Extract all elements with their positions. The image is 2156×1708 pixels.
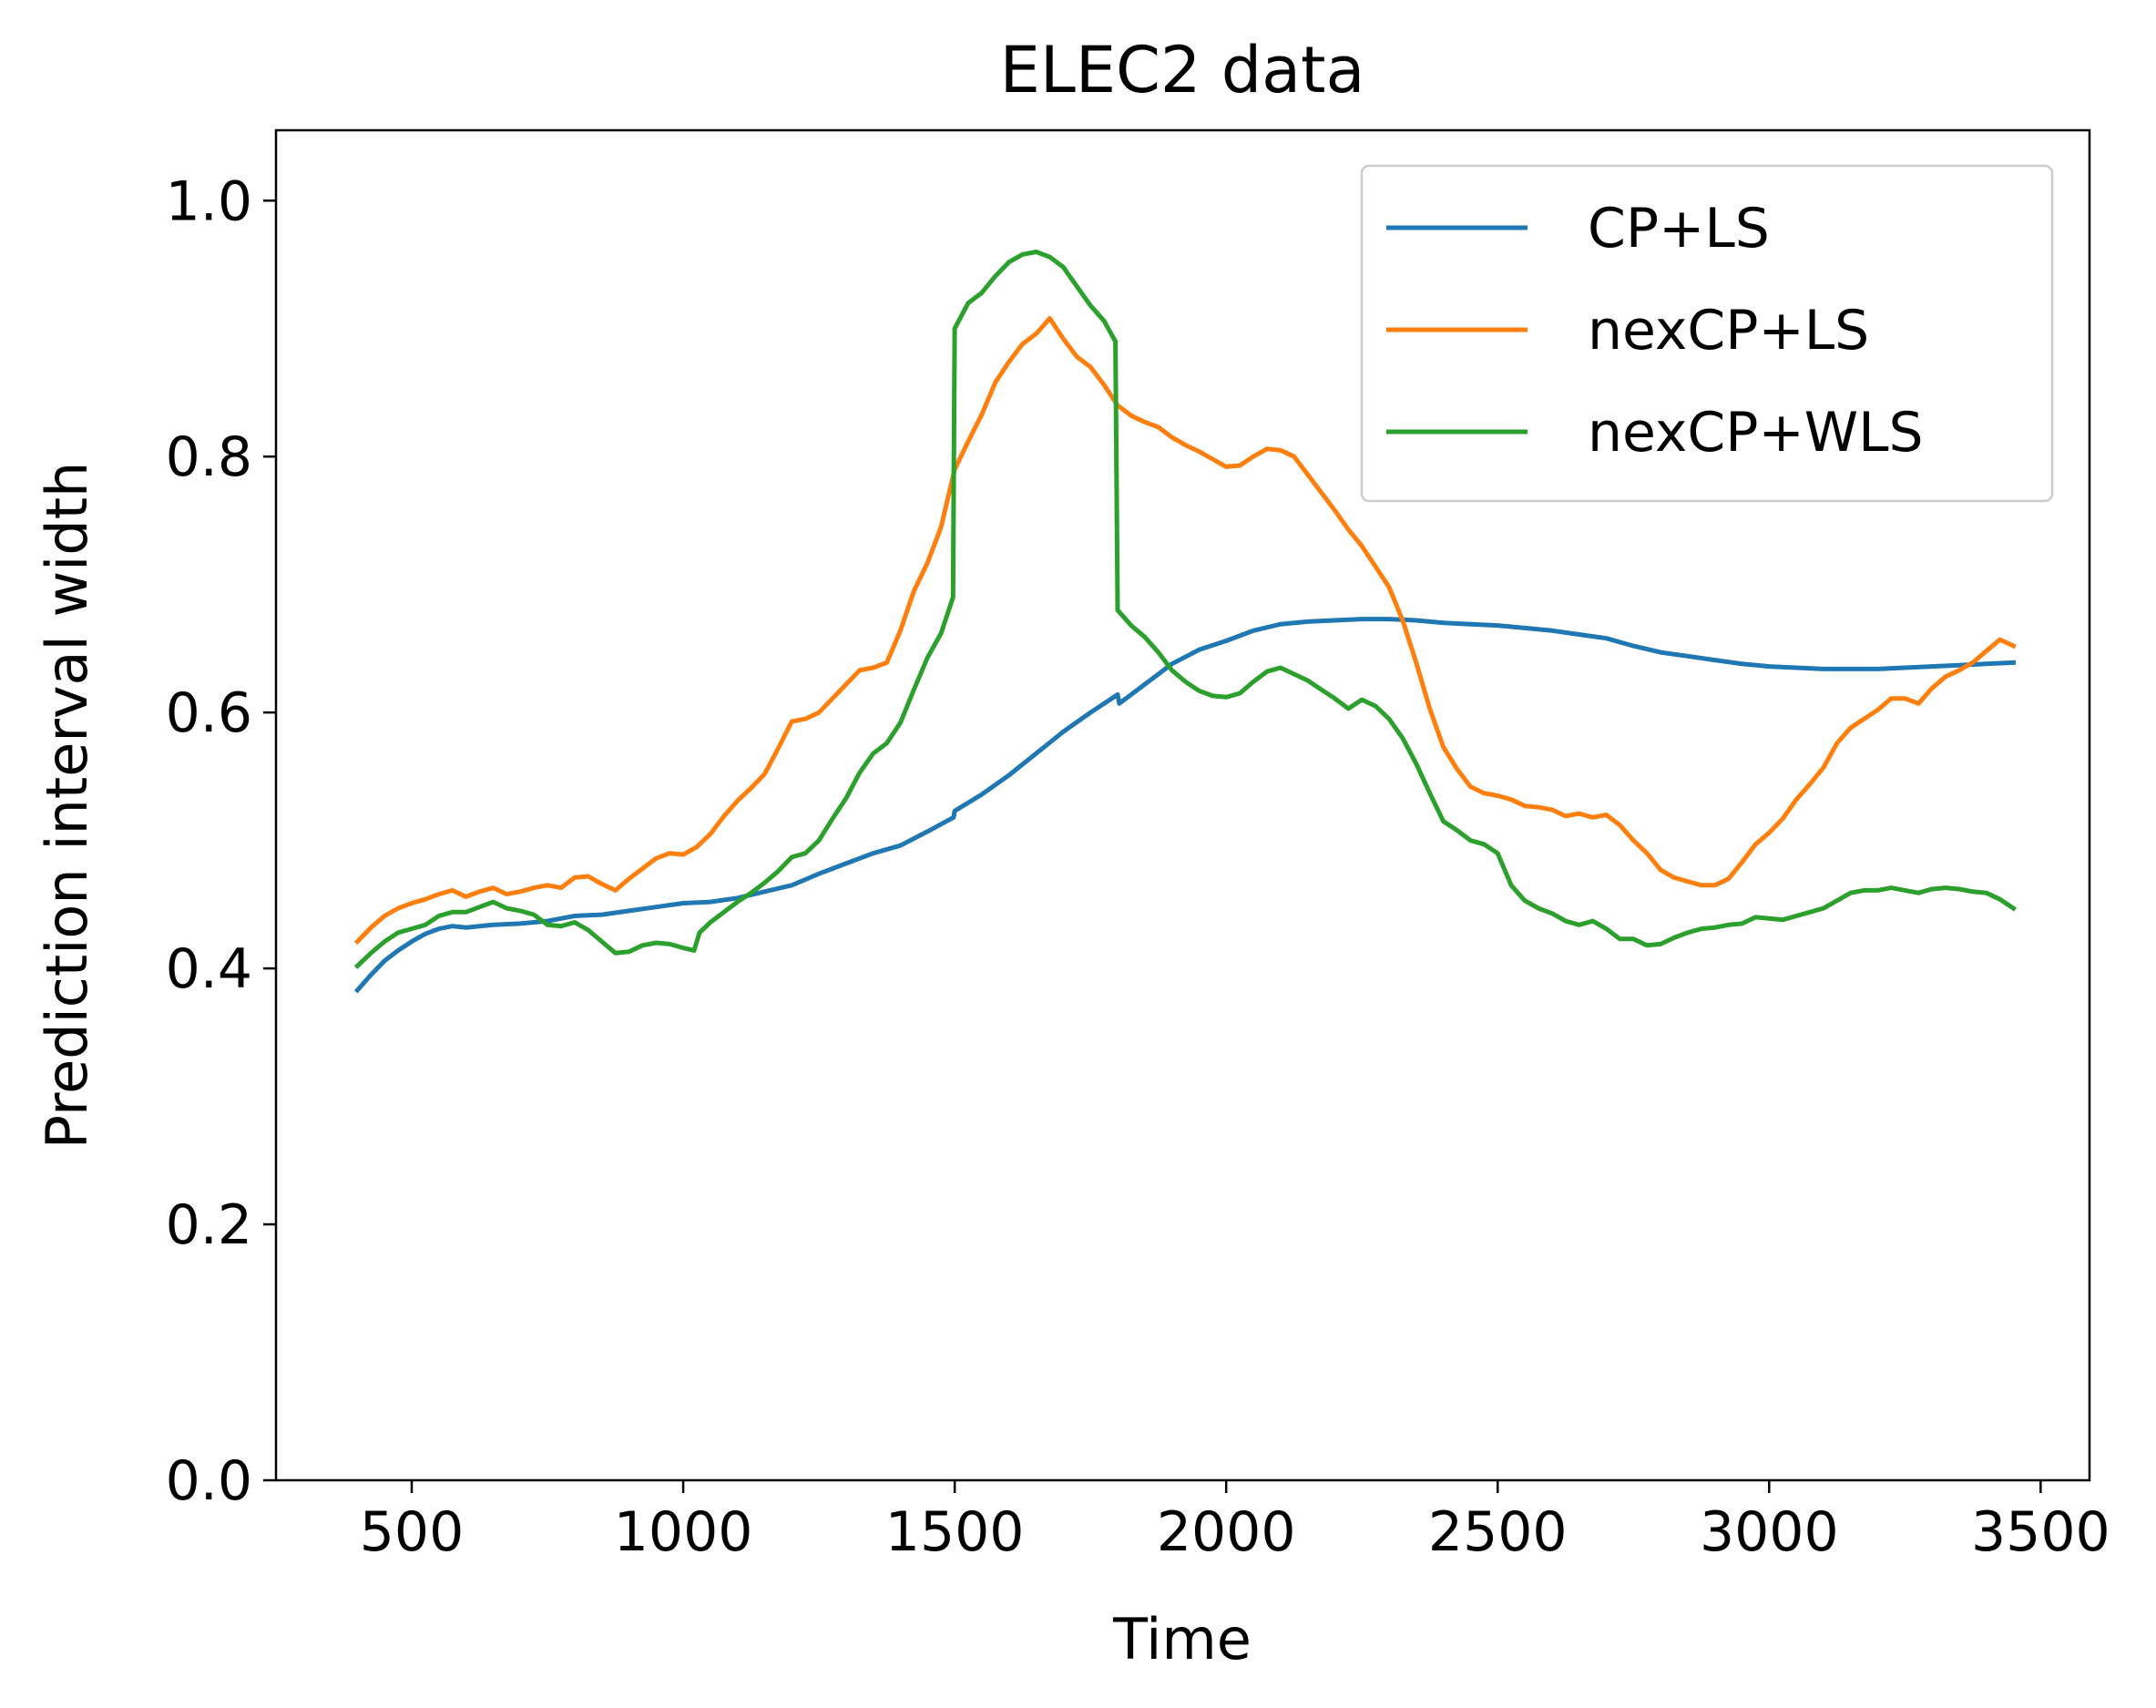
x-tick-label: 1000: [614, 1500, 753, 1564]
x-tick-label: 2000: [1157, 1500, 1296, 1564]
chart-title: ELEC2 data: [1000, 33, 1365, 107]
plot-lines: [353, 250, 2017, 994]
legend-entries: CP+LS nexCP+LS nexCP+WLS: [1386, 197, 1924, 465]
legend-box: [1360, 164, 2054, 503]
plot-frame: [274, 128, 2091, 1482]
x-axis-label: Time: [1112, 1606, 1252, 1672]
x-tick-label: 3000: [1700, 1500, 1839, 1564]
x-tick-label: 500: [360, 1500, 465, 1564]
x-tick-label: 3500: [1971, 1500, 2110, 1564]
legend-label: nexCP+LS: [1588, 299, 1869, 363]
y-axis-label: Prediction interval width: [34, 462, 100, 1150]
legend: CP+LS nexCP+LS nexCP+WLS: [1360, 164, 2054, 503]
y-tick-label: 1.0: [166, 169, 252, 233]
x-axis-ticks: 500 1000 1500 2000 2500 3000 3500: [360, 1480, 2110, 1564]
legend-label: CP+LS: [1588, 197, 1770, 261]
y-tick-label: 0.4: [166, 937, 252, 1001]
series-line-nexcp-plus-ls: [353, 316, 2017, 946]
x-tick-label: 2500: [1428, 1500, 1568, 1564]
y-tick-label: 0.0: [166, 1449, 252, 1513]
legend-label: nexCP+WLS: [1588, 401, 1924, 465]
y-tick-label: 0.6: [166, 681, 252, 745]
y-tick-label: 0.8: [166, 425, 252, 489]
series-line-nexcp-plus-wls: [353, 250, 2017, 969]
y-tick-label: 0.2: [166, 1193, 252, 1257]
x-tick-label: 1500: [885, 1500, 1025, 1564]
series-line-cp-plus-ls: [353, 617, 2017, 994]
y-axis-ticks: 0.0 0.2 0.4 0.6 0.8 1.0: [166, 169, 276, 1513]
